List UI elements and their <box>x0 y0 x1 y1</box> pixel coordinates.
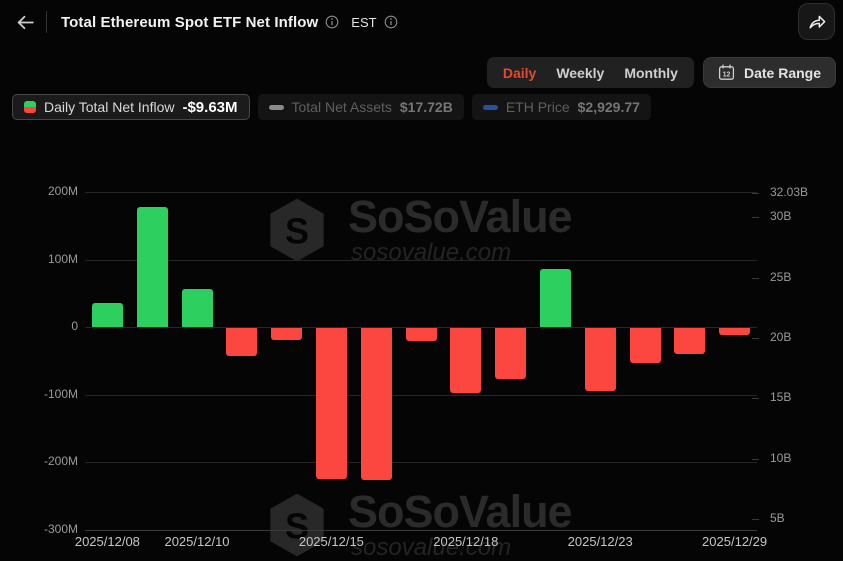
left-axis-tick-label: -200M <box>43 454 78 468</box>
bar-2025/12/11[interactable] <box>226 328 258 356</box>
right-axis-tick <box>752 217 759 219</box>
bar-2025/12/17[interactable] <box>405 328 437 341</box>
x-axis-date-label: 2025/12/29 <box>702 534 768 549</box>
legend-eth-price[interactable]: ETH Price $2,929.77 <box>471 94 651 120</box>
legend-daily-net-inflow[interactable]: Daily Total Net Inflow -$9.63M <box>12 94 250 120</box>
left-axis-tick-label: 100M <box>47 251 78 266</box>
legend-label: Total Net Assets <box>291 99 392 115</box>
period-tab-group: Daily Weekly Monthly <box>486 57 694 88</box>
right-axis-tick-label: 25B <box>770 269 792 284</box>
green-red-split-square-icon <box>24 101 36 113</box>
gridline <box>85 394 757 396</box>
legend-row: Daily Total Net Inflow -$9.63M Total Net… <box>12 94 651 120</box>
legend-total-net-assets[interactable]: Total Net Assets $17.72B <box>257 94 464 120</box>
legend-label: ETH Price <box>505 99 570 115</box>
info-icon[interactable] <box>384 15 398 29</box>
bar-2025/12/22[interactable] <box>539 268 571 327</box>
bar-2025/12/08[interactable] <box>91 303 123 327</box>
share-button[interactable] <box>798 3 835 40</box>
info-icon[interactable] <box>325 15 339 29</box>
controls-row: Daily Weekly Monthly 12 Date Range <box>486 57 836 88</box>
bar-2025/12/09[interactable] <box>136 206 168 327</box>
gridline <box>85 327 757 328</box>
legend-value: $2,929.77 <box>577 99 640 115</box>
right-axis-tick <box>752 458 759 460</box>
left-axis-tick-label: -300M <box>43 521 78 536</box>
left-axis-tick-label: 0 <box>71 319 78 333</box>
tab-weekly[interactable]: Weekly <box>556 64 605 81</box>
x-axis-date-label: 2025/12/15 <box>298 534 364 549</box>
bar-2025/12/10[interactable] <box>181 288 213 327</box>
right-axis-tick <box>752 398 759 400</box>
gridline <box>85 462 757 463</box>
legend-value: -$9.63M <box>182 98 238 116</box>
right-axis-tick-label: 30B <box>770 209 792 224</box>
bar-2025/12/16[interactable] <box>360 328 392 480</box>
left-axis-tick-label: -100M <box>43 386 78 401</box>
right-axis-tick-label: 32.03B <box>770 184 809 199</box>
right-axis-tick-label: 20B <box>770 329 792 344</box>
share-arrow-icon <box>808 15 825 29</box>
right-axis-tick-label: 15B <box>770 390 792 405</box>
legend-label: Daily Total Net Inflow <box>44 99 175 115</box>
right-axis-tick <box>752 192 759 194</box>
x-axis-date-label: 2025/12/18 <box>433 534 499 549</box>
gridline <box>85 192 757 193</box>
bar-2025/12/18[interactable] <box>450 328 482 394</box>
blue-dash-icon <box>482 104 498 110</box>
bar-2025/12/24[interactable] <box>629 328 661 364</box>
x-axis-date-label: 2025/12/23 <box>567 534 633 549</box>
right-axis-tick <box>752 518 759 520</box>
arrow-left-icon <box>17 15 34 29</box>
bar-2025/12/23[interactable] <box>584 328 616 392</box>
right-axis-tick <box>752 277 759 279</box>
header-divider <box>46 11 47 33</box>
x-axis-date-label: 2025/12/10 <box>164 534 230 549</box>
x-axis-date-label: 2025/12/08 <box>74 534 140 549</box>
bar-2025/12/29[interactable] <box>719 328 751 335</box>
timezone-label: EST <box>351 14 377 30</box>
gridline <box>85 259 757 261</box>
legend-value: $17.72B <box>399 99 453 115</box>
page-title: Total Ethereum Spot ETF Net Inflow <box>61 13 319 31</box>
right-axis-tick-label: 5B <box>770 510 785 525</box>
gridline <box>85 529 757 531</box>
right-axis-tick <box>752 337 759 339</box>
tab-monthly[interactable]: Monthly <box>624 64 678 81</box>
gray-dash-icon <box>268 104 284 110</box>
header: Total Ethereum Spot ETF Net Inflow EST <box>0 0 843 44</box>
date-range-label: Date Range <box>743 64 821 81</box>
left-axis-tick-label: 200M <box>47 184 78 198</box>
bar-2025/12/19[interactable] <box>495 328 527 380</box>
svg-text:12: 12 <box>723 72 731 79</box>
bar-2025/12/12[interactable] <box>271 328 303 341</box>
right-axis-tick-label: 10B <box>770 450 792 465</box>
calendar-icon: 12 <box>718 64 735 80</box>
bar-2025/12/15[interactable] <box>315 328 347 480</box>
back-button[interactable] <box>12 9 38 35</box>
date-range-button[interactable]: 12 Date Range <box>702 57 836 88</box>
bar-2025/12/26[interactable] <box>674 328 706 354</box>
tab-daily[interactable]: Daily <box>502 64 537 81</box>
